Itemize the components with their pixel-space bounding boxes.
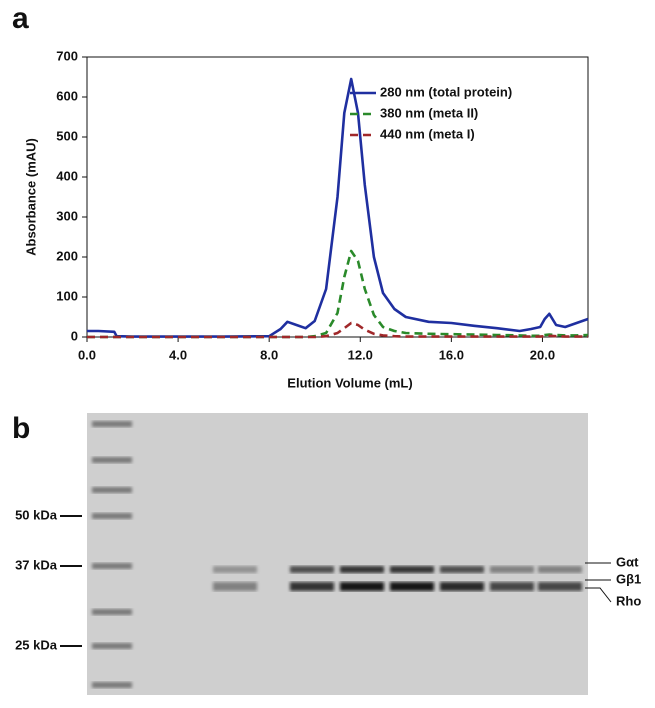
x-axis-title: Elution Volume (mL) [287,375,412,390]
marker-label: 37 kDa [15,557,58,572]
gel-band [490,582,534,591]
gel-band [390,582,434,591]
band-label: Rho [616,593,641,608]
x-tick-label: 16.0 [439,347,464,362]
y-tick-label: 700 [56,48,78,63]
gel-band [213,566,257,573]
gel-band [440,566,484,573]
x-tick-label: 4.0 [169,347,187,362]
data-line [87,77,589,338]
x-tick-label: 8.0 [260,347,278,362]
gel-band [390,566,434,573]
ladder-band [92,457,132,463]
gel-band [538,566,582,573]
ladder-band [92,421,132,427]
y-tick-label: 0 [71,328,78,343]
ladder-band [92,609,132,615]
gel-bands [92,421,582,688]
y-axis-title: Absorbance (mAU) [23,138,38,256]
panel-label: a [12,2,29,35]
band-label: Gβ1 [616,571,641,586]
band-pointer [585,587,612,603]
x-tick-label: 0.0 [78,347,96,362]
y-tick-label: 500 [56,128,78,143]
y-tick-label: 600 [56,88,78,103]
gel-band [440,582,484,591]
y-tick-label: 300 [56,208,78,223]
data-line [87,321,588,339]
gel-band [290,566,334,573]
ladder-band [92,513,132,519]
x-tick-label: 12.0 [348,347,373,362]
y-tick-label: 400 [56,168,78,183]
gel-band [340,582,384,591]
ladder-band [92,643,132,649]
x-tick-label: 20.0 [530,347,555,362]
ladder-band [92,682,132,688]
data-line [87,249,589,339]
panel-label: b [12,412,30,445]
gel-band [490,566,534,573]
gel-band [538,582,582,591]
band-label: Gαt [616,554,639,569]
gel [87,413,588,695]
y-tick-label: 100 [56,288,78,303]
legend-label: 440 nm (meta I) [380,126,475,141]
marker-label: 25 kDa [15,637,58,652]
gel-band [213,582,257,591]
ladder-band [92,487,132,493]
ladder-band [92,563,132,569]
plot-frame [86,56,589,338]
y-tick-label: 200 [56,248,78,263]
marker-label: 50 kDa [15,507,58,522]
gel-band [340,566,384,573]
legend-label: 280 nm (total protein) [380,84,512,99]
legend-label: 380 nm (meta II) [380,105,478,120]
gel-band [290,582,334,591]
